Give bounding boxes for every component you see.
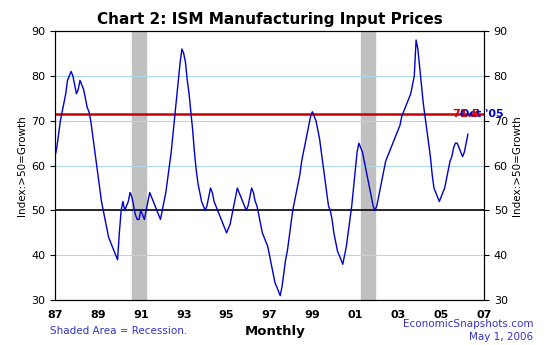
Text: EconomicSnapshots.com: EconomicSnapshots.com xyxy=(403,319,534,329)
Bar xyxy=(361,31,375,300)
Text: Shaded Area = Recession.: Shaded Area = Recession. xyxy=(50,326,187,336)
Title: Chart 2: ISM Manufacturing Input Prices: Chart 2: ISM Manufacturing Input Prices xyxy=(97,12,442,27)
Bar xyxy=(132,31,146,300)
Y-axis label: Index:>50=Growth: Index:>50=Growth xyxy=(512,115,522,216)
Text: Monthly: Monthly xyxy=(245,325,305,338)
Text: 71.5: 71.5 xyxy=(452,109,480,119)
Y-axis label: Index:>50=Growth: Index:>50=Growth xyxy=(17,115,27,216)
Text: May 1, 2006: May 1, 2006 xyxy=(469,332,534,342)
Text: Oct '05: Oct '05 xyxy=(460,109,504,119)
